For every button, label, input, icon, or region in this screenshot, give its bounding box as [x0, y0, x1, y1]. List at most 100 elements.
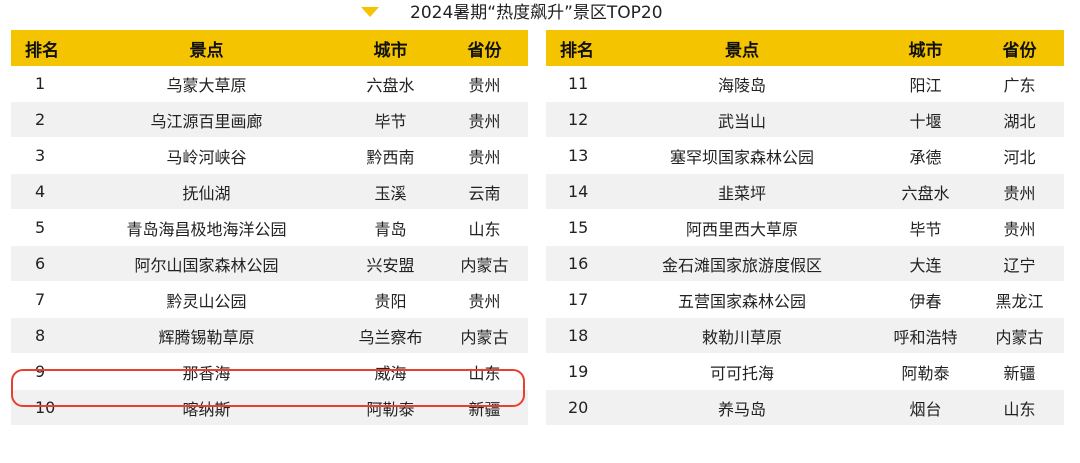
table-row: 14 韭菜坪 六盘水 贵州 — [546, 173, 1064, 210]
province-cell: 内蒙古 — [441, 245, 528, 282]
ranking-table-left: 排名 景点 城市 省份 1 乌蒙大草原 六盘水 贵州 2 乌江源百里画廊 毕节 贵州 3 马岭河峡… — [11, 30, 528, 426]
spot-cell: 青岛海昌极地海洋公园 — [73, 209, 340, 246]
province-cell: 山东 — [441, 353, 528, 390]
city-cell: 十堰 — [876, 101, 975, 138]
province-cell: 贵州 — [975, 209, 1064, 246]
spot-cell: 塞罕坝国家森林公园 — [608, 137, 876, 174]
table-row: 1 乌蒙大草原 六盘水 贵州 — [11, 66, 528, 102]
spot-cell: 那香海 — [73, 353, 340, 390]
spot-cell: 养马岛 — [608, 389, 876, 426]
table-row: 19 可可托海 阿勒泰 新疆 — [546, 353, 1064, 390]
rank-cell: 3 — [11, 137, 73, 174]
province-cell: 河北 — [975, 137, 1064, 174]
column-header-city: 城市 — [876, 30, 975, 66]
province-cell: 山东 — [975, 389, 1064, 426]
spot-cell: 乌蒙大草原 — [73, 66, 340, 102]
triangle-down-icon — [361, 7, 379, 17]
city-cell: 阳江 — [876, 66, 975, 102]
province-cell: 广东 — [975, 66, 1064, 102]
rank-cell: 4 — [11, 173, 73, 210]
province-cell: 山东 — [441, 209, 528, 246]
rank-cell: 14 — [546, 173, 608, 210]
city-cell: 青岛 — [340, 209, 441, 246]
spot-cell: 五营国家森林公园 — [608, 281, 876, 318]
city-cell: 六盘水 — [340, 66, 441, 102]
title-row: 2024暑期“热度飙升”景区TOP20 — [0, 0, 1080, 26]
province-cell: 新疆 — [441, 389, 528, 426]
table-row: 17 五营国家森林公园 伊春 黑龙江 — [546, 281, 1064, 318]
table-row: 3 马岭河峡谷 黔西南 贵州 — [11, 137, 528, 174]
rank-cell: 12 — [546, 101, 608, 138]
city-cell: 伊春 — [876, 281, 975, 318]
city-cell: 乌兰察布 — [340, 317, 441, 354]
table-row: 7 黔灵山公园 贵阳 贵州 — [11, 281, 528, 318]
province-cell: 新疆 — [975, 353, 1064, 390]
rank-cell: 7 — [11, 281, 73, 318]
ranking-table-right: 排名 景点 城市 省份 11 海陵岛 阳江 广东 12 武当山 十堰 湖北 13 塞罕坝国家森林公… — [546, 30, 1064, 426]
city-cell: 烟台 — [876, 389, 975, 426]
province-cell: 湖北 — [975, 101, 1064, 138]
spot-cell: 马岭河峡谷 — [73, 137, 340, 174]
table-header-row: 排名 景点 城市 省份 — [11, 30, 528, 66]
rank-cell: 16 — [546, 245, 608, 282]
city-cell: 毕节 — [876, 209, 975, 246]
city-cell: 黔西南 — [340, 137, 441, 174]
rank-cell: 17 — [546, 281, 608, 318]
column-header-province: 省份 — [975, 30, 1064, 66]
rank-cell: 10 — [11, 389, 73, 426]
city-cell: 阿勒泰 — [340, 389, 441, 426]
spot-cell: 喀纳斯 — [73, 389, 340, 426]
province-cell: 内蒙古 — [441, 317, 528, 354]
table-row: 11 海陵岛 阳江 广东 — [546, 66, 1064, 102]
column-header-rank: 排名 — [546, 30, 608, 66]
city-cell: 阿勒泰 — [876, 353, 975, 390]
rank-cell: 15 — [546, 209, 608, 246]
spot-cell: 阿西里西大草原 — [608, 209, 876, 246]
table-row: 4 抚仙湖 玉溪 云南 — [11, 173, 528, 210]
province-cell: 贵州 — [441, 281, 528, 318]
rank-cell: 2 — [11, 101, 73, 138]
rank-cell: 18 — [546, 317, 608, 354]
province-cell: 云南 — [441, 173, 528, 210]
spot-cell: 敕勒川草原 — [608, 317, 876, 354]
column-header-city: 城市 — [340, 30, 441, 66]
table-row: 9 那香海 威海 山东 — [11, 353, 528, 390]
spot-cell: 武当山 — [608, 101, 876, 138]
rank-cell: 20 — [546, 389, 608, 426]
table-row: 8 辉腾锡勒草原 乌兰察布 内蒙古 — [11, 317, 528, 354]
spot-cell: 黔灵山公园 — [73, 281, 340, 318]
table-row: 16 金石滩国家旅游度假区 大连 辽宁 — [546, 245, 1064, 282]
city-cell: 呼和浩特 — [876, 317, 975, 354]
page-title: 2024暑期“热度飙升”景区TOP20 — [410, 3, 663, 23]
spot-cell: 抚仙湖 — [73, 173, 340, 210]
table-row: 5 青岛海昌极地海洋公园 青岛 山东 — [11, 209, 528, 246]
table-row: 15 阿西里西大草原 毕节 贵州 — [546, 209, 1064, 246]
province-cell: 黑龙江 — [975, 281, 1064, 318]
spot-cell: 辉腾锡勒草原 — [73, 317, 340, 354]
province-cell: 贵州 — [441, 101, 528, 138]
table-header-row: 排名 景点 城市 省份 — [546, 30, 1064, 66]
table-row: 10 喀纳斯 阿勒泰 新疆 — [11, 389, 528, 426]
province-cell: 辽宁 — [975, 245, 1064, 282]
rank-cell: 1 — [11, 66, 73, 102]
rank-cell: 5 — [11, 209, 73, 246]
province-cell: 贵州 — [441, 66, 528, 102]
city-cell: 承德 — [876, 137, 975, 174]
column-header-spot: 景点 — [608, 30, 876, 66]
city-cell: 兴安盟 — [340, 245, 441, 282]
province-cell: 贵州 — [975, 173, 1064, 210]
spot-cell: 金石滩国家旅游度假区 — [608, 245, 876, 282]
table-row: 18 敕勒川草原 呼和浩特 内蒙古 — [546, 317, 1064, 354]
table-row: 13 塞罕坝国家森林公园 承德 河北 — [546, 137, 1064, 174]
column-header-province: 省份 — [441, 30, 528, 66]
spot-cell: 阿尔山国家森林公园 — [73, 245, 340, 282]
table-row: 2 乌江源百里画廊 毕节 贵州 — [11, 101, 528, 138]
column-header-spot: 景点 — [73, 30, 340, 66]
city-cell: 大连 — [876, 245, 975, 282]
spot-cell: 海陵岛 — [608, 66, 876, 102]
city-cell: 玉溪 — [340, 173, 441, 210]
table-row: 12 武当山 十堰 湖北 — [546, 101, 1064, 138]
column-header-rank: 排名 — [11, 30, 73, 66]
province-cell: 贵州 — [441, 137, 528, 174]
rank-cell: 13 — [546, 137, 608, 174]
